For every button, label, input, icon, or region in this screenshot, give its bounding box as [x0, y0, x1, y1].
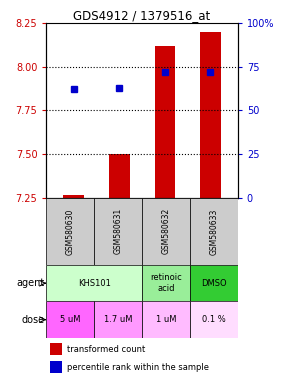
Text: retinoic
acid: retinoic acid [150, 273, 182, 293]
Bar [190, 265, 238, 301]
Text: percentile rank within the sample: percentile rank within the sample [68, 362, 209, 372]
Bar [200, 32, 221, 198]
Bar [94, 301, 142, 338]
Bar [50, 361, 62, 373]
Text: DMSO: DMSO [201, 279, 227, 288]
Text: 1 uM: 1 uM [156, 315, 176, 324]
Bar [46, 265, 142, 301]
Text: dose: dose [21, 314, 44, 325]
Bar [155, 46, 175, 198]
Bar [190, 198, 238, 265]
Bar [109, 154, 130, 198]
Bar [142, 198, 190, 265]
Bar [142, 265, 190, 301]
Bar [142, 301, 190, 338]
Text: GSM580633: GSM580633 [209, 208, 218, 255]
Text: KHS101: KHS101 [78, 279, 111, 288]
Bar [94, 198, 142, 265]
Text: 0.1 %: 0.1 % [202, 315, 226, 324]
Bar [190, 301, 238, 338]
Title: GDS4912 / 1379516_at: GDS4912 / 1379516_at [73, 9, 211, 22]
Text: GSM580632: GSM580632 [162, 208, 171, 255]
Text: 5 uM: 5 uM [60, 315, 81, 324]
Text: agent: agent [16, 278, 44, 288]
Text: 1.7 uM: 1.7 uM [104, 315, 133, 324]
Bar [46, 301, 94, 338]
Text: transformed count: transformed count [68, 344, 146, 354]
Text: GSM580631: GSM580631 [114, 208, 123, 255]
Bar [50, 343, 62, 355]
Bar [64, 195, 84, 198]
Text: GSM580630: GSM580630 [66, 208, 75, 255]
Bar [46, 198, 94, 265]
